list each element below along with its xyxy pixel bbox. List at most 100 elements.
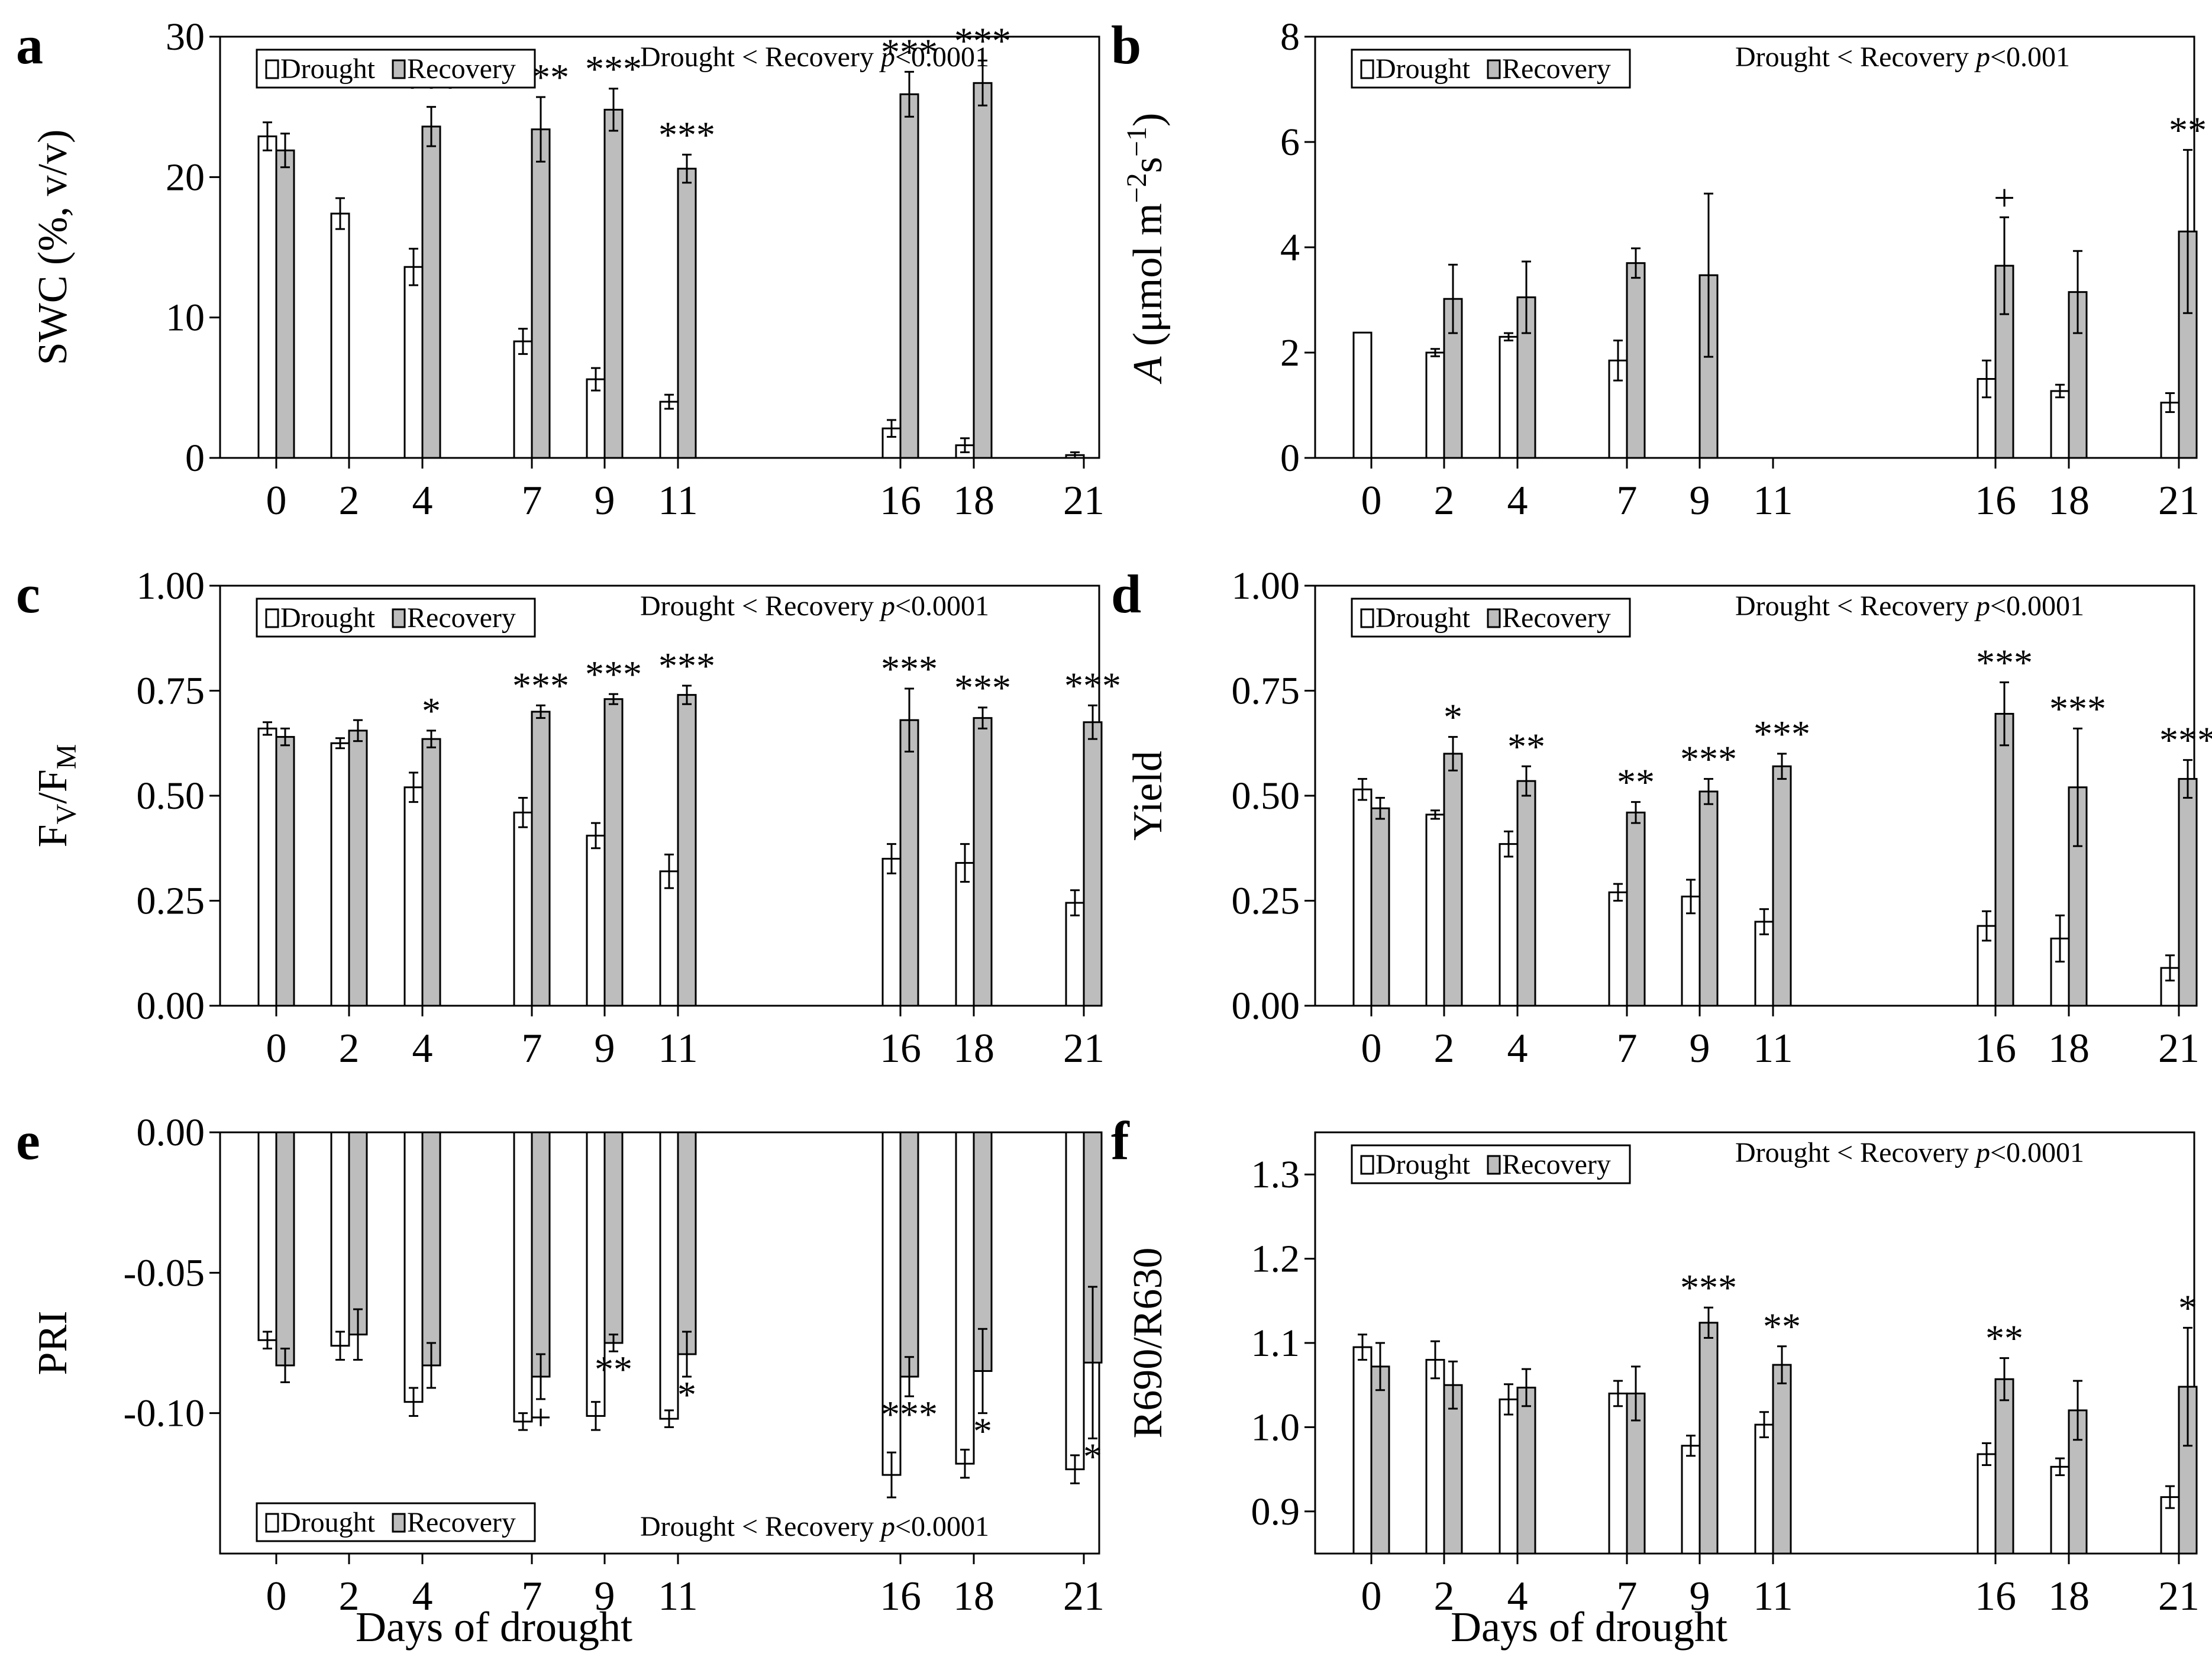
y-tick-label: 0 xyxy=(185,437,205,480)
x-tick-label: 0 xyxy=(1361,1026,1382,1071)
x-tick-label: 18 xyxy=(2048,478,2090,524)
bar-recovery xyxy=(348,1131,368,1336)
panel-letter: e xyxy=(16,1110,40,1171)
significance-marker: *** xyxy=(1064,664,1121,706)
bar-drought xyxy=(586,834,606,1007)
x-tick-label: 0 xyxy=(1361,1574,1382,1619)
legend-swatch-drought xyxy=(265,608,279,628)
legend-label-recovery: Recovery xyxy=(1502,602,1611,634)
legend-swatch-drought xyxy=(1360,59,1374,79)
x-tick-label: 7 xyxy=(522,1574,542,1619)
bar-recovery xyxy=(1626,811,1646,1007)
annotation-p: p xyxy=(1974,1137,1990,1168)
y-axis-label: Yield xyxy=(1125,751,1171,841)
x-tick-label: 9 xyxy=(1690,478,1710,524)
bar-recovery xyxy=(1443,753,1463,1007)
y-label-sup: −2 xyxy=(1121,173,1152,203)
panel-b: b 0 2 4 6 8 A (μmol m−2s−1) 0 2 4 7 9 11 16 18 21 + ** Dro… xyxy=(1111,15,2207,524)
bar-drought xyxy=(1499,843,1519,1007)
legend-swatch-recovery xyxy=(392,59,406,79)
bar-recovery xyxy=(2178,778,2198,1007)
annotation-p: p xyxy=(879,590,895,622)
x-tick-label: 2 xyxy=(339,1574,360,1619)
bar-recovery xyxy=(899,93,919,459)
legend-label-recovery: Recovery xyxy=(407,602,516,634)
x-tick-label: 16 xyxy=(1975,1026,2016,1071)
bar-recovery xyxy=(1516,780,1536,1007)
legend-swatch-recovery xyxy=(392,1513,406,1533)
significance-marker: ** xyxy=(1985,1318,2023,1360)
bar-drought xyxy=(1608,1392,1628,1555)
significance-marker: *** xyxy=(1976,641,2033,683)
legend-swatch-recovery xyxy=(1487,59,1501,79)
bar-recovery xyxy=(1772,765,1792,1007)
x-tick-label: 18 xyxy=(2048,1574,2090,1619)
x-tick-label: 9 xyxy=(595,1026,615,1071)
y-axis-label: A (μmol m−2s−1) xyxy=(1121,113,1171,385)
bar-recovery xyxy=(603,108,624,459)
significance-marker: ** xyxy=(1507,725,1545,767)
bar-recovery xyxy=(1083,721,1103,1007)
x-tick-label: 7 xyxy=(1617,1574,1638,1619)
x-tick-label: 0 xyxy=(266,1574,287,1619)
annotation-text: Drought < Recovery xyxy=(640,1511,881,1542)
legend-label-recovery: Recovery xyxy=(407,53,516,85)
bar-recovery xyxy=(1698,790,1719,1007)
bar-drought xyxy=(1499,335,1519,459)
significance-marker: *** xyxy=(954,20,1011,62)
bar-drought xyxy=(513,340,533,459)
panel-c: c 0.00 0.25 0.50 0.75 1.00 FV/FM 0 2 4 7 9 11 16 18 21 *… xyxy=(16,564,1121,1071)
significance-marker: *** xyxy=(1754,713,1810,755)
significance-marker: *** xyxy=(881,31,938,73)
bar-recovery xyxy=(275,1131,295,1367)
legend-swatch-drought xyxy=(1360,1155,1374,1175)
bar-drought xyxy=(1608,891,1628,1007)
bar-drought xyxy=(1681,1445,1701,1555)
x-tick-label: 11 xyxy=(1753,1574,1793,1619)
y-tick-label: 20 xyxy=(166,156,205,199)
legend: Drought Recovery xyxy=(256,598,536,638)
significance-marker: *** xyxy=(881,1393,938,1435)
x-tick-label: 2 xyxy=(1434,1026,1455,1071)
bar-drought xyxy=(1425,1358,1445,1555)
y-tick-label: 30 xyxy=(166,15,205,59)
bar-recovery xyxy=(421,1131,441,1367)
bar-drought xyxy=(955,862,975,1007)
x-tick-label: 16 xyxy=(880,1574,921,1619)
bar-drought xyxy=(403,1131,424,1403)
bar-drought xyxy=(1754,1423,1774,1555)
y-tick-label: 0.75 xyxy=(137,670,205,713)
bar-drought xyxy=(659,401,679,459)
annotation-text: Drought < Recovery xyxy=(1735,1137,1976,1168)
x-tick-label: 2 xyxy=(1434,478,1455,524)
y-tick-label: 0.75 xyxy=(1232,670,1300,713)
annotation-text: <0.0001 xyxy=(895,41,989,73)
significance-marker: *** xyxy=(1680,1267,1737,1309)
significance-marker: * xyxy=(1083,1435,1102,1477)
x-tick-label: 2 xyxy=(1434,1574,1455,1619)
bar-drought xyxy=(659,870,679,1007)
y-tick-label: 0.50 xyxy=(1232,774,1300,818)
bar-recovery xyxy=(1994,1378,2014,1555)
panel-letter: d xyxy=(1111,564,1141,624)
x-tick-label: 18 xyxy=(953,1574,994,1619)
x-tick-label: 4 xyxy=(412,1574,433,1619)
bar-drought xyxy=(1499,1398,1519,1555)
x-axis-label: Days of drought xyxy=(356,1603,632,1651)
bar-drought xyxy=(257,727,277,1007)
legend-label-drought: Drought xyxy=(1375,602,1471,634)
y-tick-label: 1.0 xyxy=(1251,1406,1300,1449)
legend: Drought Recovery xyxy=(256,1502,536,1542)
bar-drought xyxy=(586,1131,606,1417)
x-tick-label: 4 xyxy=(1507,1574,1528,1619)
significance-marker: *** xyxy=(2049,687,2106,729)
legend-label-recovery: Recovery xyxy=(1502,53,1611,85)
significance-marker: *** xyxy=(2159,719,2212,761)
y-tick-label: 1.2 xyxy=(1251,1238,1300,1281)
panel-letter: a xyxy=(16,15,43,75)
significance-marker: * xyxy=(422,690,441,732)
significance-marker: *** xyxy=(658,114,715,156)
x-tick-label: 21 xyxy=(2158,1026,2200,1071)
bar-recovery xyxy=(1370,1365,1390,1555)
